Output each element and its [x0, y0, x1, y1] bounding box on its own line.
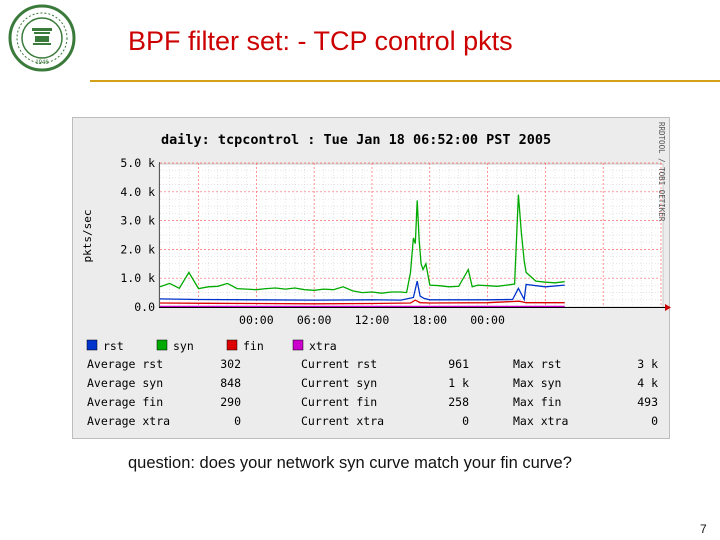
y-axis-label: pkts/sec [81, 210, 94, 263]
stat-label: Max rst [513, 357, 561, 371]
legend-label-rst: rst [103, 339, 124, 353]
rrd-chart: 0.0 1.0 k 2.0 k 3.0 k 4.0 k 5.0 k 00:00 06:00 12… [81, 122, 671, 428]
stats-table: Average rst 302 Average syn 848 Average fin 2… [87, 357, 658, 428]
series-line-fin [159, 299, 565, 305]
x-tick-label: 00:00 [470, 313, 505, 327]
stat-value: 0 [234, 414, 241, 428]
x-tick-label: 12:00 [355, 313, 390, 327]
legend-label-fin: fin [243, 339, 264, 353]
chart-title: daily: tcpcontrol : Tue Jan 18 06:52:00 … [161, 132, 551, 148]
legend-swatch-xtra [292, 339, 304, 351]
y-tick-label: 4.0 k [120, 185, 155, 199]
y-tick-label: 5.0 k [120, 156, 155, 170]
y-tick-label: 2.0 k [120, 242, 155, 256]
plot-area [158, 163, 664, 308]
series-line-rst [159, 280, 565, 302]
stat-label: Average fin [87, 395, 163, 409]
stat-value: 0 [651, 414, 658, 428]
svg-text:1946: 1946 [35, 60, 49, 66]
university-seal-icon: 1946 [8, 4, 76, 72]
stat-value: 4 k [637, 376, 658, 390]
rrdtool-watermark: RRDTOOL / TOBI OETIKER [657, 122, 666, 222]
grid [159, 162, 662, 307]
stat-label: Current syn [301, 376, 377, 390]
stat-value: 961 [448, 357, 469, 371]
legend-label-syn: syn [173, 339, 194, 353]
legend-swatch-rst [86, 339, 98, 351]
slide-title: BPF filter set: - TCP control pkts [128, 26, 513, 56]
stat-value: 0 [462, 414, 469, 428]
stat-value: 1 k [448, 376, 469, 390]
legend: rst syn fin xtra [86, 339, 337, 353]
legend-label-xtra: xtra [309, 339, 337, 353]
x-axis-arrow [665, 304, 671, 311]
stat-label: Current xtra [301, 414, 384, 428]
legend-swatch-fin [226, 339, 238, 351]
stat-label: Max syn [513, 376, 561, 390]
y-tick-label: 3.0 k [120, 214, 155, 228]
stat-label: Max xtra [513, 414, 568, 428]
x-tick-label: 06:00 [297, 313, 332, 327]
page-number: 7 [700, 522, 707, 536]
stat-value: 848 [220, 376, 241, 390]
y-tick-label: 1.0 k [120, 271, 155, 285]
y-tick-label: 0.0 [134, 300, 155, 314]
stat-label: Max fin [513, 395, 561, 409]
stat-value: 258 [448, 395, 469, 409]
stat-label: Average syn [87, 376, 163, 390]
stat-label: Current fin [301, 395, 377, 409]
stat-value: 493 [637, 395, 658, 409]
stat-label: Average rst [87, 357, 163, 371]
x-tick-label: 18:00 [412, 313, 447, 327]
x-tick-label: 00:00 [239, 313, 274, 327]
stat-label: Current rst [301, 357, 377, 371]
stat-value: 290 [220, 395, 241, 409]
stat-value: 3 k [637, 357, 658, 371]
stat-label: Average xtra [87, 414, 170, 428]
rrd-graph-panel: 0.0 1.0 k 2.0 k 3.0 k 4.0 k 5.0 k 00:00 06:00 12… [72, 117, 671, 439]
series-layer [159, 194, 565, 308]
legend-swatch-syn [156, 339, 168, 351]
series-line-syn [159, 194, 565, 294]
ticks: 0.0 1.0 k 2.0 k 3.0 k 4.0 k 5.0 k 00:00 06:00 12… [120, 156, 505, 327]
slide-caption: question: does your network syn curve ma… [128, 454, 572, 472]
title-divider [90, 80, 720, 82]
stat-value: 302 [220, 357, 241, 371]
